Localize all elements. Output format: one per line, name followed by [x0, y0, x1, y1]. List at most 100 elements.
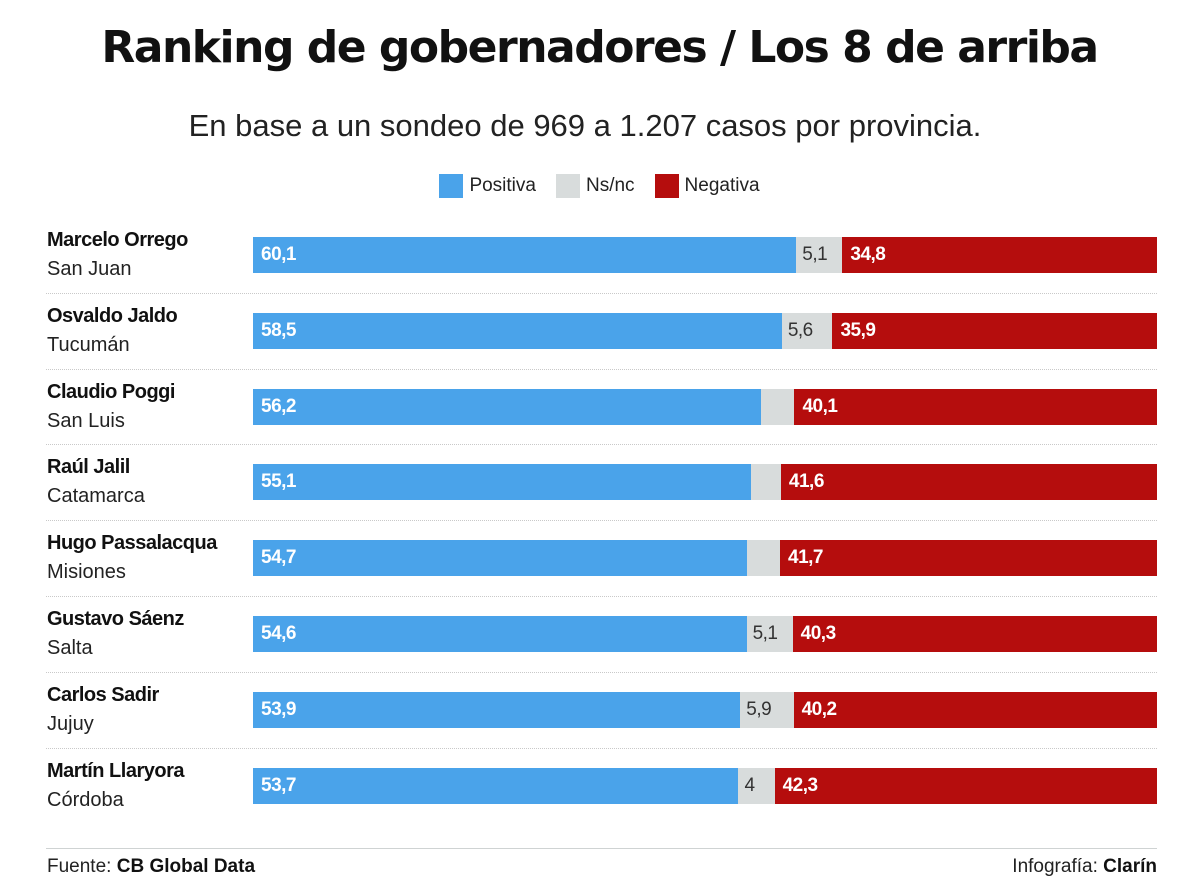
bar-negativa: 40,2	[793, 691, 1157, 728]
source-note: Fuente: CB Global Data	[47, 856, 255, 878]
bar-positiva: 58,5	[253, 312, 782, 349]
province-name: Misiones	[47, 561, 126, 584]
bar-nsnc: 5,6	[781, 312, 833, 349]
legend-label-nsnc: Ns/nc	[585, 175, 635, 196]
chart-row: Claudio Poggi San Luis 56,2 40,1	[0, 378, 1199, 454]
data-label: 42,3	[782, 774, 818, 796]
bar-negativa: 34,8	[842, 237, 1157, 273]
data-label: 58,5	[261, 319, 296, 341]
bar-negativa: 40,3	[792, 616, 1157, 652]
data-label: 56,2	[261, 395, 296, 417]
chart-row: Osvaldo Jaldo Tucumán 58,5 5,6 35,9	[0, 302, 1199, 378]
stacked-bar: 53,7 4 42,3	[253, 767, 1157, 804]
governor-name: Gustavo Sáenz	[47, 608, 184, 630]
credit-prefix: Infografía:	[1012, 856, 1104, 877]
bar-positiva: 60,1	[253, 237, 797, 273]
chart-row: Gustavo Sáenz Salta 54,6 5,1 40,3	[0, 605, 1199, 681]
bar-negativa: 42,3	[774, 767, 1157, 804]
legend-label-positiva: Positiva	[469, 175, 536, 196]
chart-row: Hugo Passalacqua Misiones 54,7 41,7	[0, 529, 1199, 605]
bar-nsnc: 5,1	[796, 237, 843, 273]
bar-nsnc	[747, 540, 781, 577]
stacked-bar: 60,1 5,1 34,8	[253, 237, 1157, 273]
row-separator	[46, 292, 1157, 294]
legend-label-negativa: Negativa	[684, 175, 760, 196]
data-label: 41,7	[788, 547, 823, 569]
stacked-bar: 56,2 40,1	[253, 388, 1157, 425]
data-label: 40,2	[801, 698, 837, 720]
chart-row: Martín Llaryora Córdoba 53,7 4 42,3	[0, 757, 1199, 833]
data-label: 5,6	[787, 319, 813, 341]
data-label: 34,8	[850, 244, 886, 265]
bar-positiva: 55,1	[253, 464, 752, 501]
stacked-bar: 54,7 41,7	[253, 540, 1157, 577]
row-separator	[46, 671, 1157, 673]
chart-row: Marcelo Orrego San Juan 60,1 5,1 34,8	[0, 226, 1199, 302]
credit-note: Infografía: Clarín	[1012, 856, 1157, 878]
footer-divider	[46, 848, 1157, 849]
stacked-bar: 53,9 5,9 40,2	[253, 691, 1157, 728]
data-label: 5,1	[802, 244, 828, 265]
legend-swatch-positiva	[439, 174, 464, 198]
row-separator	[46, 520, 1157, 522]
province-name: Tucumán	[47, 333, 130, 356]
province-name: Catamarca	[47, 485, 145, 508]
governor-name: Raúl Jalil	[47, 456, 130, 479]
data-label: 40,3	[800, 623, 836, 644]
legend-item-negativa: Negativa	[654, 174, 760, 198]
bar-negativa: 35,9	[832, 312, 1157, 349]
credit-name: Clarín	[1103, 856, 1157, 877]
data-label: 5,1	[752, 623, 778, 644]
bar-negativa: 40,1	[794, 388, 1157, 425]
data-label: 4	[744, 774, 755, 796]
legend: Positiva Ns/nc Negativa	[0, 174, 1199, 198]
bar-positiva: 54,7	[253, 540, 748, 577]
chart-subtitle: En base a un sondeo de 969 a 1.207 casos…	[188, 108, 982, 143]
data-label: 35,9	[840, 319, 876, 341]
governor-name: Claudio Poggi	[47, 380, 175, 403]
province-name: Córdoba	[47, 788, 124, 811]
governor-name: Hugo Passalacqua	[47, 532, 217, 555]
governor-name: Carlos Sadir	[47, 683, 159, 706]
legend-item-positiva: Positiva	[439, 174, 536, 198]
stacked-bar: 55,1 41,6	[253, 464, 1157, 501]
row-separator	[46, 595, 1157, 597]
data-label: 53,7	[261, 774, 296, 796]
data-label: 55,1	[261, 471, 296, 493]
legend-swatch-nsnc	[555, 174, 580, 198]
bar-nsnc: 5,1	[746, 616, 793, 652]
bar-nsnc	[761, 388, 795, 425]
province-name: Salta	[47, 637, 93, 659]
province-name: San Juan	[47, 258, 132, 280]
chart-row: Raúl Jalil Catamarca 55,1 41,6	[0, 453, 1199, 529]
legend-item-nsnc: Ns/nc	[555, 174, 635, 198]
governor-name: Osvaldo Jaldo	[47, 304, 178, 327]
bar-positiva: 54,6	[253, 616, 747, 652]
data-label: 40,1	[802, 395, 838, 417]
bar-nsnc: 5,9	[740, 691, 794, 728]
source-prefix: Fuente:	[47, 856, 117, 877]
bar-nsnc	[751, 464, 781, 501]
source-name: CB Global Data	[116, 856, 256, 877]
data-label: 41,6	[788, 471, 824, 493]
chart-title: Ranking de gobernadores / Los 8 de arrib…	[101, 22, 1099, 73]
bar-negativa: 41,7	[780, 540, 1157, 577]
province-name: San Luis	[47, 409, 125, 432]
data-label: 53,9	[261, 698, 296, 720]
row-separator	[46, 444, 1157, 446]
province-name: Jujuy	[47, 712, 94, 735]
bar-negativa: 41,6	[780, 464, 1157, 501]
stacked-bar: 58,5 5,6 35,9	[253, 312, 1157, 349]
bar-nsnc: 4	[738, 767, 775, 804]
bar-positiva: 53,9	[253, 691, 741, 728]
stacked-bar: 54,6 5,1 40,3	[253, 616, 1157, 652]
bar-positiva: 53,7	[253, 767, 739, 804]
data-label: 5,9	[746, 698, 772, 720]
governor-name: Marcelo Orrego	[47, 229, 188, 251]
legend-swatch-negativa	[654, 174, 679, 198]
chart-row: Carlos Sadir Jujuy 53,9 5,9 40,2	[0, 681, 1199, 757]
governor-name: Martín Llaryora	[47, 759, 184, 782]
bar-positiva: 56,2	[253, 388, 762, 425]
data-label: 54,7	[261, 547, 296, 569]
data-label: 60,1	[261, 244, 296, 265]
